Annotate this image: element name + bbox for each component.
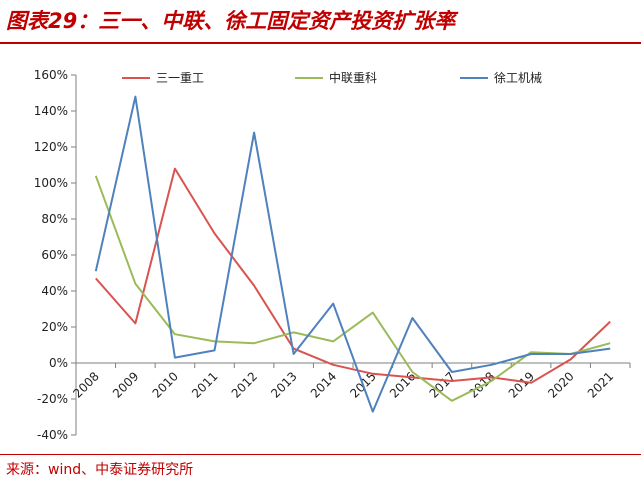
chart-axes: -40% -20% 0% 20% 40% 60% 80% 100% 120% 140% 160% 20…: [34, 68, 631, 442]
y-tick-label: 80%: [41, 212, 68, 226]
y-tick-label: 40%: [41, 284, 68, 298]
x-tick-label: 2011: [189, 369, 220, 400]
y-tick-label: 140%: [34, 104, 68, 118]
y-tick-label: 0%: [49, 356, 68, 370]
series-line: [94, 175, 611, 402]
x-tick-label: 2009: [110, 369, 141, 400]
x-tick-label: 2019: [506, 369, 537, 400]
legend-label: 三一重工: [156, 71, 204, 85]
x-tick-label: 2012: [229, 369, 260, 400]
x-tick-label: 2013: [268, 369, 299, 400]
chart-title: 图表29：三一、中联、徐工固定资产投资扩张率: [6, 9, 456, 33]
chart-series: [94, 95, 611, 413]
source-note: 来源：wind、中泰证券研究所: [6, 462, 194, 478]
series-line: [95, 167, 611, 384]
y-tick-label: 20%: [41, 320, 68, 334]
legend-label: 徐工机械: [494, 70, 542, 85]
y-tick-label: -40%: [37, 428, 68, 442]
title-underline: [0, 42, 641, 44]
source-divider: [0, 454, 641, 455]
y-tick-label: 60%: [41, 248, 68, 262]
x-tick-label: 2010: [150, 369, 181, 400]
legend-label: 中联重科: [329, 70, 377, 85]
x-tick-label: 2020: [545, 369, 576, 400]
y-tick-label: 100%: [34, 176, 68, 190]
y-tick-label: 120%: [34, 140, 68, 154]
x-tick-label: 2014: [308, 369, 339, 400]
chart-legend: 三一重工 中联重科 徐工机械: [122, 70, 542, 85]
series-line: [94, 95, 611, 413]
x-tick-label: 2021: [585, 369, 616, 400]
y-tick-label: 160%: [34, 68, 68, 82]
line-chart: -40% -20% 0% 20% 40% 60% 80% 100% 120% 140% 160% 20…: [34, 68, 631, 442]
y-tick-label: -20%: [37, 392, 68, 406]
x-tick-label: 2008: [70, 369, 101, 400]
